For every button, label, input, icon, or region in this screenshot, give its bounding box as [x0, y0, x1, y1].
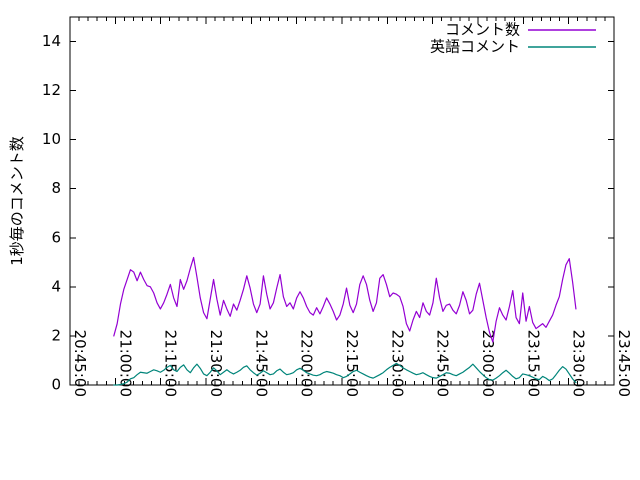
y-axis-title: 1秒毎のコメント数 [8, 136, 26, 266]
y-tick-label: 0 [51, 376, 61, 394]
x-tick-label: 23:15:00 [524, 330, 542, 397]
x-tick-label: 20:45:00 [71, 330, 89, 397]
y-tick-label: 14 [42, 32, 61, 50]
x-tick-label: 21:30:00 [207, 330, 225, 397]
y-tick-label: 8 [51, 179, 61, 197]
x-axis-tick-labels: 20:45:00 21:00:00 21:15:00 21:30:00 21:45:00… [71, 330, 633, 397]
y-axis-ticks [70, 41, 614, 386]
legend-label-1: コメント数 [445, 21, 520, 39]
legend-label-2: 英語コメント [430, 38, 520, 56]
series-line-2 [113, 362, 577, 386]
x-tick-label: 21:45:00 [252, 330, 270, 397]
x-tick-label: 23:00:00 [479, 330, 497, 397]
x-tick-label: 22:15:00 [343, 330, 361, 397]
x-tick-label: 21:00:00 [116, 330, 134, 397]
y-axis-title-text: 1秒毎のコメント数 [8, 136, 26, 266]
y-tick-label: 4 [51, 277, 61, 295]
y-tick-label: 10 [42, 130, 61, 148]
x-tick-label: 23:45:00 [615, 330, 633, 397]
x-axis-ticks [69, 17, 615, 385]
y-tick-label: 6 [51, 228, 61, 246]
series-line-1 [113, 256, 577, 343]
x-tick-label: 22:00:00 [298, 330, 316, 397]
y-axis-tick-labels: 0 2 4 6 8 10 12 14 [42, 32, 61, 393]
data-series-group [113, 256, 577, 386]
y-tick-label: 2 [51, 326, 61, 344]
x-tick-label: 22:45:00 [434, 330, 452, 397]
x-tick-label: 23:30:00 [570, 330, 588, 397]
x-tick-label: 21:15:00 [162, 330, 180, 397]
y-tick-label: 12 [42, 81, 61, 99]
